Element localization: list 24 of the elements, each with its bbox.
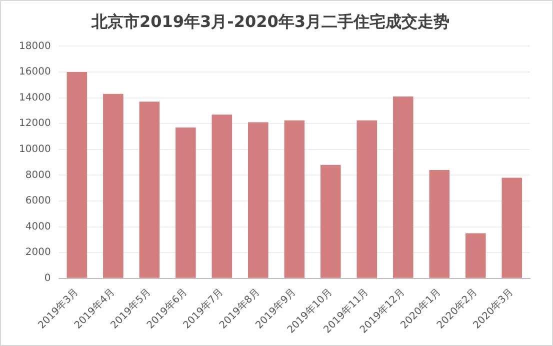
y-tick-label: 0 [44, 272, 51, 284]
bar [176, 127, 196, 278]
bar [465, 233, 486, 278]
bar [284, 120, 305, 278]
bar [392, 96, 414, 278]
y-tick-label: 10000 [19, 144, 51, 155]
bar [66, 72, 88, 278]
y-tick-label: 2000 [25, 247, 51, 258]
bar [502, 178, 522, 278]
y-tick-label: 6000 [25, 196, 51, 207]
y-tick-label: 4000 [25, 221, 51, 232]
y-tick-label: 8000 [25, 170, 51, 181]
bar [429, 170, 450, 278]
y-tick-label: 16000 [19, 66, 51, 78]
bar [139, 102, 160, 278]
y-tick-label: 18000 [19, 40, 51, 52]
y-tick-label: 12000 [19, 118, 51, 130]
bar [320, 164, 341, 278]
bar [356, 120, 378, 278]
y-tick-label: 14000 [19, 92, 51, 104]
chart-title: 北京市2019年3月-2020年3月二手住宅成交走势 [90, 12, 450, 31]
bar [248, 122, 268, 278]
bar [212, 114, 232, 278]
bar [103, 94, 124, 278]
